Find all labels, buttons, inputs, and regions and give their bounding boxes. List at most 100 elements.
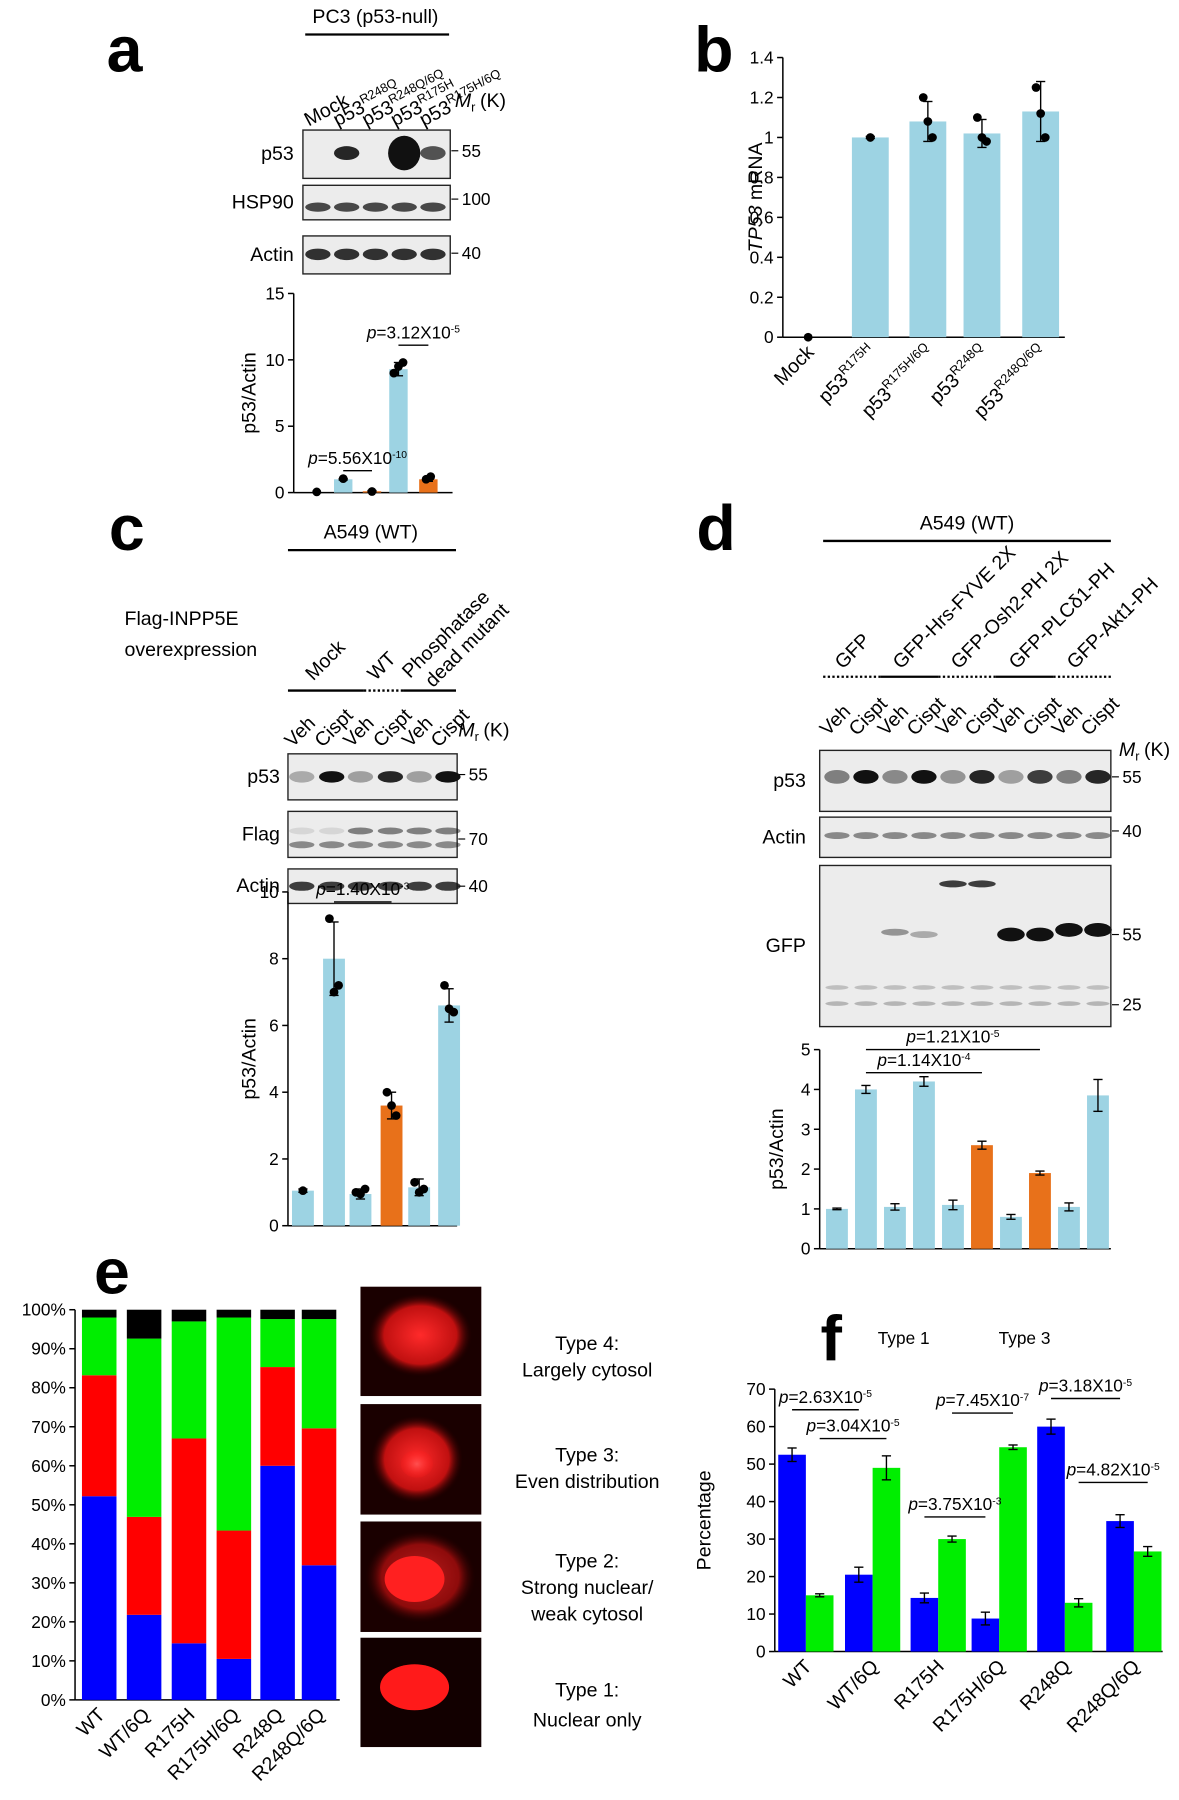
band	[377, 771, 404, 783]
y-tick-label: 5	[801, 1040, 811, 1060]
band	[939, 880, 967, 888]
data-point	[1031, 83, 1041, 92]
data-point	[387, 1101, 396, 1110]
bar	[408, 1187, 431, 1226]
marker-label: 55	[469, 765, 488, 785]
blot-header: A549 (WT)	[324, 522, 419, 544]
y-tick-label: 1	[764, 127, 774, 147]
band	[854, 1001, 878, 1006]
y-tick-label: 10	[746, 1604, 765, 1624]
error-bar	[1046, 1418, 1056, 1435]
band	[854, 985, 878, 990]
x-tick-label-base: R248Q/6Q	[1063, 1656, 1145, 1738]
nucleus	[380, 1664, 450, 1711]
bar-segment	[301, 1565, 337, 1700]
data-point	[329, 987, 339, 997]
bar-segment	[81, 1317, 117, 1376]
p-value-text: p=4.82X10	[1066, 1460, 1151, 1480]
data-point	[410, 1177, 419, 1187]
group-label: Mock	[301, 636, 350, 685]
bar	[826, 1208, 848, 1249]
data-point	[325, 914, 334, 924]
band	[406, 771, 432, 783]
data-point	[360, 1184, 370, 1194]
error-bar	[1008, 1444, 1018, 1451]
data-point	[449, 1007, 459, 1017]
band	[388, 135, 421, 171]
p-value-text-italic: p	[805, 1416, 816, 1436]
row-label: Actin	[762, 826, 805, 848]
marker-label: 55	[462, 141, 481, 161]
panel-label: f	[820, 1302, 842, 1374]
band	[969, 769, 995, 784]
x-tick-label: WT/6Q	[95, 1704, 154, 1763]
bar	[1058, 1206, 1080, 1249]
row-label: Actin	[250, 244, 293, 266]
bar-segment	[216, 1309, 252, 1318]
data-point	[367, 487, 377, 496]
type-description: Even distribution	[515, 1471, 660, 1493]
bar	[963, 133, 1001, 338]
y-axis-label: p53/Actin	[239, 1018, 261, 1099]
row-label: Actin	[236, 875, 279, 897]
band	[406, 881, 432, 891]
band	[1027, 832, 1053, 840]
y-tick-label: 30	[746, 1529, 765, 1549]
data-point	[865, 133, 875, 142]
y-tick-label: 70	[746, 1379, 765, 1399]
p-value: p=2.63X10-5	[778, 1387, 872, 1407]
bar-segment	[126, 1614, 162, 1700]
y-tick-label: 60	[746, 1417, 765, 1437]
y-tick-label: 0.4	[750, 247, 774, 267]
p-value-text: p=5.56X10	[307, 448, 392, 468]
band	[912, 1001, 936, 1006]
error-bar	[947, 1535, 957, 1543]
panel-label: d	[696, 492, 735, 564]
p-value: p=1.21X10-5	[905, 1027, 999, 1047]
band	[289, 881, 315, 891]
y-tick-label: 1	[801, 1199, 811, 1219]
bar	[778, 1454, 806, 1652]
error-bar	[890, 1203, 900, 1211]
type-description: Nuclear only	[533, 1709, 642, 1731]
y-tick-label: 3	[801, 1119, 811, 1139]
data-point	[982, 137, 991, 146]
data-point	[312, 487, 322, 497]
y-tick-label: 80%	[31, 1378, 66, 1398]
y-axis-label: p53/Actin	[766, 1108, 788, 1190]
row-label: p53	[773, 770, 806, 792]
marker-label: 25	[1122, 995, 1141, 1015]
y-tick-label: 90%	[31, 1339, 66, 1359]
blot	[818, 816, 1112, 859]
band	[853, 832, 879, 840]
marker-label: 55	[1122, 925, 1141, 945]
bar	[851, 137, 889, 338]
p-value-text-rest: =3.18X10	[1049, 1376, 1123, 1396]
error-bar	[832, 1207, 842, 1211]
data-point	[398, 358, 408, 367]
y-tick-label: 0.2	[750, 287, 774, 307]
band	[1086, 1001, 1110, 1006]
p-value-text-italic: p	[366, 322, 377, 342]
group-label: GFP	[831, 629, 875, 673]
row-label: GFP	[766, 935, 806, 957]
data-point	[1040, 133, 1050, 142]
type-name: Type 3:	[555, 1445, 619, 1467]
y-tick-label: 40%	[31, 1534, 66, 1554]
band	[883, 1001, 907, 1006]
data-point	[923, 117, 933, 126]
band	[1056, 769, 1082, 784]
side-label: overexpression	[125, 639, 258, 661]
group-label: GFP-PLCδ1-PH	[1005, 559, 1120, 674]
p-value-text: p=3.18X10	[1038, 1376, 1123, 1396]
blot	[287, 753, 458, 801]
y-tick-label: 30%	[31, 1573, 66, 1593]
bar	[1037, 1426, 1065, 1652]
bar	[389, 369, 408, 493]
blot-header: PC3 (p53-null)	[312, 6, 438, 28]
band	[377, 827, 404, 835]
x-tick-label: WT	[73, 1704, 110, 1741]
band	[289, 841, 315, 849]
band	[970, 1001, 994, 1006]
